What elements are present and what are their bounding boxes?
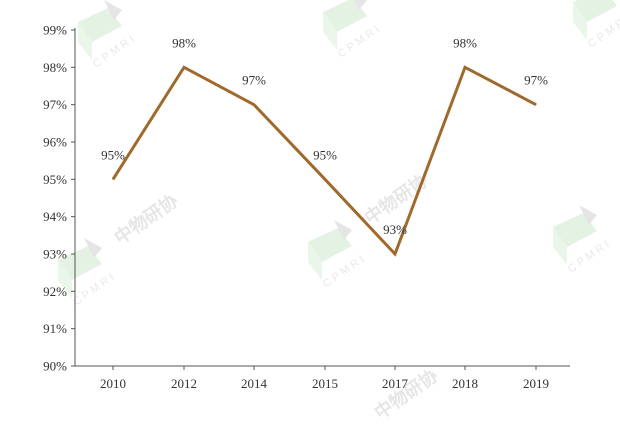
x-tick-label: 2015	[312, 376, 338, 391]
data-label-layer: 95% 98% 97% 95% 93% 98% 97%	[101, 35, 548, 237]
watermark-logo: CPMRI	[78, 0, 139, 70]
data-label: 95%	[101, 147, 125, 162]
y-tick-label: 91%	[43, 321, 67, 336]
x-tick-label: 2017	[382, 376, 409, 391]
x-tick-label: 2019	[523, 376, 549, 391]
watermark-shape	[58, 246, 102, 280]
watermark-shape	[84, 238, 102, 258]
watermark-shape	[354, 0, 367, 10]
data-label: 98%	[172, 35, 196, 50]
watermark-shape	[308, 242, 322, 280]
data-point	[112, 178, 114, 180]
watermark-logo: CPMRI	[573, 0, 620, 50]
axis-layer: 90% 91% 92% 93% 94% 95% 96% 97% 98% 99% 2010 2012 20…	[43, 23, 570, 391]
data-point	[464, 66, 466, 68]
watermark-shape	[553, 213, 597, 247]
watermark-logo: CPMRI	[553, 205, 614, 275]
data-point	[394, 253, 396, 255]
series-layer	[111, 65, 537, 257]
watermark-shape	[323, 12, 337, 50]
y-tick-label: 98%	[43, 60, 67, 75]
watermark-logo: CPMRI	[323, 0, 384, 60]
x-tick-label: 2010	[100, 376, 126, 391]
watermark-logo: CPMRI	[308, 220, 369, 290]
watermark-shape	[323, 0, 367, 32]
data-point	[183, 66, 185, 68]
y-tick-label: 90%	[43, 359, 67, 374]
watermark-shape	[553, 227, 567, 265]
watermark-shape	[58, 260, 72, 298]
watermark-logo: CPMRI	[58, 238, 119, 308]
y-tick-label: 92%	[43, 284, 67, 299]
data-point	[535, 104, 537, 106]
data-label: 98%	[453, 35, 477, 50]
watermark-shape	[579, 205, 597, 225]
watermark-chinese-text: 中物研协	[370, 365, 442, 420]
watermark-shape	[573, 0, 617, 22]
x-tick-label: 2014	[241, 376, 268, 391]
watermark-shape	[78, 22, 92, 60]
data-label: 97%	[524, 73, 548, 88]
y-tick-label: 97%	[43, 97, 67, 112]
y-tick-label: 93%	[43, 247, 67, 262]
watermark-chinese-text: 中物研协	[360, 170, 432, 229]
watermark-shape	[308, 228, 352, 262]
x-tick-label: 2012	[171, 376, 197, 391]
data-label: 93%	[383, 222, 407, 237]
y-tick-label: 99%	[43, 23, 67, 38]
y-tick-label: 96%	[43, 135, 67, 150]
watermark-shape	[573, 2, 587, 40]
x-tick-label: 2018	[452, 376, 478, 391]
watermark-shape	[334, 220, 352, 240]
watermark-shape	[104, 0, 122, 20]
data-point	[253, 104, 255, 106]
data-label: 97%	[242, 73, 266, 88]
data-label: 95%	[313, 147, 337, 162]
y-tick-label: 94%	[43, 209, 67, 224]
watermark-shape	[78, 8, 122, 42]
data-point	[324, 178, 326, 180]
y-tick-label: 95%	[43, 172, 67, 187]
watermark-chinese-text: 中物研协	[110, 190, 182, 249]
